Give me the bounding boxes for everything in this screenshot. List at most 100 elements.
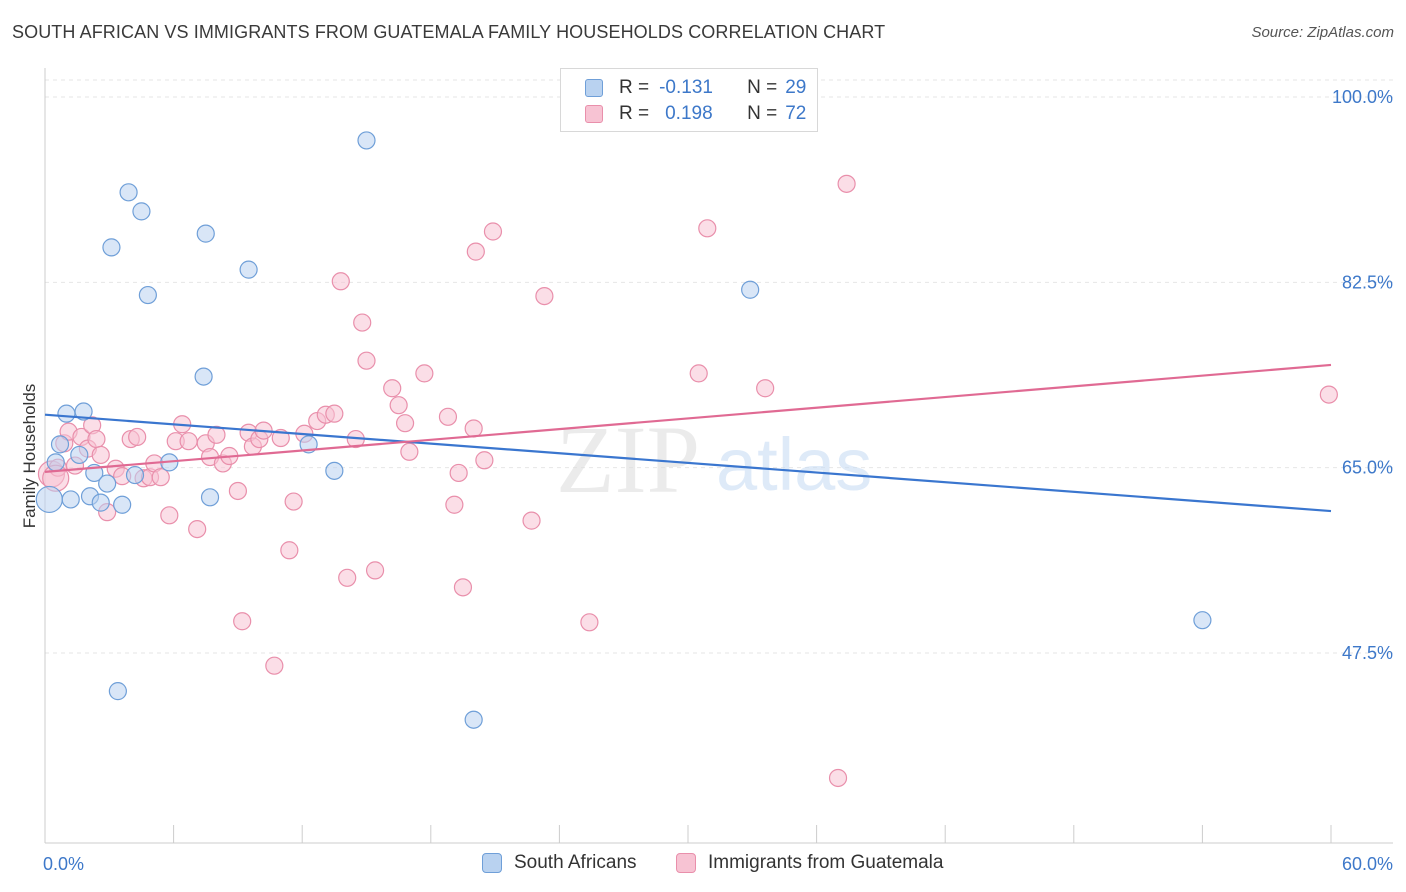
guatemala-point — [400, 442, 419, 461]
guatemala-point — [756, 379, 775, 398]
guatemala-point — [151, 468, 170, 487]
south-africans-point — [50, 435, 70, 454]
guatemala-point — [357, 351, 376, 370]
south-africans-point — [119, 183, 138, 202]
axes — [44, 68, 1393, 844]
south-africans-point — [196, 224, 215, 243]
x-tick-label-max: 60.0% — [1342, 854, 1393, 874]
guatemala-point — [280, 541, 299, 560]
trend-line-south-africans — [44, 413, 1332, 513]
guatemala-point — [522, 511, 541, 530]
guatemala-point — [179, 432, 198, 451]
y-axis-label: Family Households — [20, 384, 39, 529]
guatemala-point — [207, 425, 226, 444]
source-label: Source: ZipAtlas.com — [1251, 24, 1394, 41]
guatemala-point — [453, 578, 473, 597]
south-africans-point — [325, 461, 344, 480]
guatemala-point — [128, 427, 147, 447]
legend-swatch-pink — [585, 105, 603, 123]
legend-r-label: R = — [619, 103, 650, 124]
watermark: ZIP atlas — [556, 406, 872, 513]
guatemala-point — [837, 174, 856, 193]
south-africans-point — [98, 474, 117, 493]
legend-item-guatemala[interactable]: Immigrants from Guatemala — [676, 852, 943, 874]
south-africans-point — [464, 710, 483, 729]
guatemala-point — [284, 492, 303, 511]
tick-labels: 47.5% 65.0% 82.5% 100.0% 0.0% 60.0% — [43, 87, 1393, 874]
guatemala-point — [365, 561, 385, 580]
guatemala-point — [475, 451, 494, 470]
guatemala-point — [389, 396, 408, 415]
legend-n-value: 72 — [785, 103, 807, 124]
south-africans-point — [46, 453, 65, 472]
guatemala-point — [353, 313, 372, 332]
south-africans-point — [125, 465, 145, 485]
guatemala-point — [265, 656, 284, 675]
guatemala-point — [87, 429, 106, 449]
guatemala-point — [160, 506, 179, 525]
guatemala-point — [383, 379, 402, 398]
south-africans-point — [74, 402, 93, 421]
grid — [45, 79, 1393, 654]
south-africans-point — [138, 285, 157, 305]
south-africans-point — [91, 493, 110, 512]
y-tick-label: 100.0% — [1332, 87, 1393, 107]
guatemala-point — [228, 481, 247, 501]
south-africans-point — [200, 488, 220, 507]
trend-line-guatemala — [44, 363, 1332, 473]
legend-swatch-blue — [482, 853, 502, 873]
guatemala-point — [331, 272, 350, 291]
south-africans-point — [61, 490, 80, 509]
guatemala-point — [415, 364, 434, 383]
legend-row-guatemala: R = 0.198 N = 72 — [585, 103, 806, 125]
legend-n-label: N = — [747, 77, 778, 98]
legend-n-label: N = — [747, 103, 778, 124]
south-africans-point — [57, 404, 76, 423]
south-africans-point — [357, 131, 376, 150]
south-africans-point — [35, 485, 63, 514]
y-tick-label: 82.5% — [1342, 272, 1393, 292]
legend-label: Immigrants from Guatemala — [708, 852, 944, 873]
guatemala-point — [464, 419, 483, 438]
y-tick-label: 65.0% — [1342, 458, 1393, 478]
x-tick-label-min: 0.0% — [43, 854, 84, 874]
south-africans-point — [132, 202, 151, 221]
guatemala-point — [1319, 385, 1338, 404]
guatemala-point — [338, 568, 357, 587]
legend-r-value: 0.198 — [665, 103, 713, 124]
legend-item-south-africans[interactable]: South Africans — [482, 852, 637, 874]
guatemala-point — [689, 364, 708, 383]
trend-lines — [44, 363, 1332, 513]
south-africans-point — [113, 495, 132, 514]
guatemala-point — [233, 612, 252, 631]
south-africans-point — [1193, 611, 1212, 630]
south-africans-point — [70, 445, 89, 465]
legend-row-south-africans: R = -0.131 N = 29 — [585, 77, 806, 99]
south-africans-point — [108, 682, 127, 701]
guatemala-point — [395, 414, 415, 433]
series-south-africans-points — [35, 131, 1212, 729]
legend-n-value: 29 — [785, 77, 807, 98]
guatemala-point — [438, 407, 458, 426]
guatemala-point — [466, 242, 485, 261]
guatemala-point — [535, 287, 554, 306]
legend-r-label: R = — [619, 77, 650, 98]
guatemala-point — [449, 463, 468, 483]
guatemala-point — [698, 219, 717, 238]
correlation-legend: R = -0.131 N = 29 R = 0.198 N = 72 — [560, 68, 818, 132]
series-legend: South Africans Immigrants from Guatemala — [0, 852, 1406, 878]
guatemala-point — [828, 768, 848, 788]
south-africans-point — [102, 238, 121, 257]
guatemala-point — [91, 445, 110, 465]
guatemala-point — [188, 519, 207, 539]
south-africans-point — [239, 260, 258, 279]
legend-swatch-blue — [585, 79, 603, 97]
guatemala-point — [580, 613, 599, 632]
legend-label: South Africans — [514, 852, 637, 873]
south-africans-point — [741, 280, 760, 299]
legend-r-value: -0.131 — [659, 77, 713, 98]
guatemala-point — [445, 495, 464, 514]
y-tick-label: 47.5% — [1342, 643, 1393, 663]
legend-swatch-pink — [676, 853, 696, 873]
